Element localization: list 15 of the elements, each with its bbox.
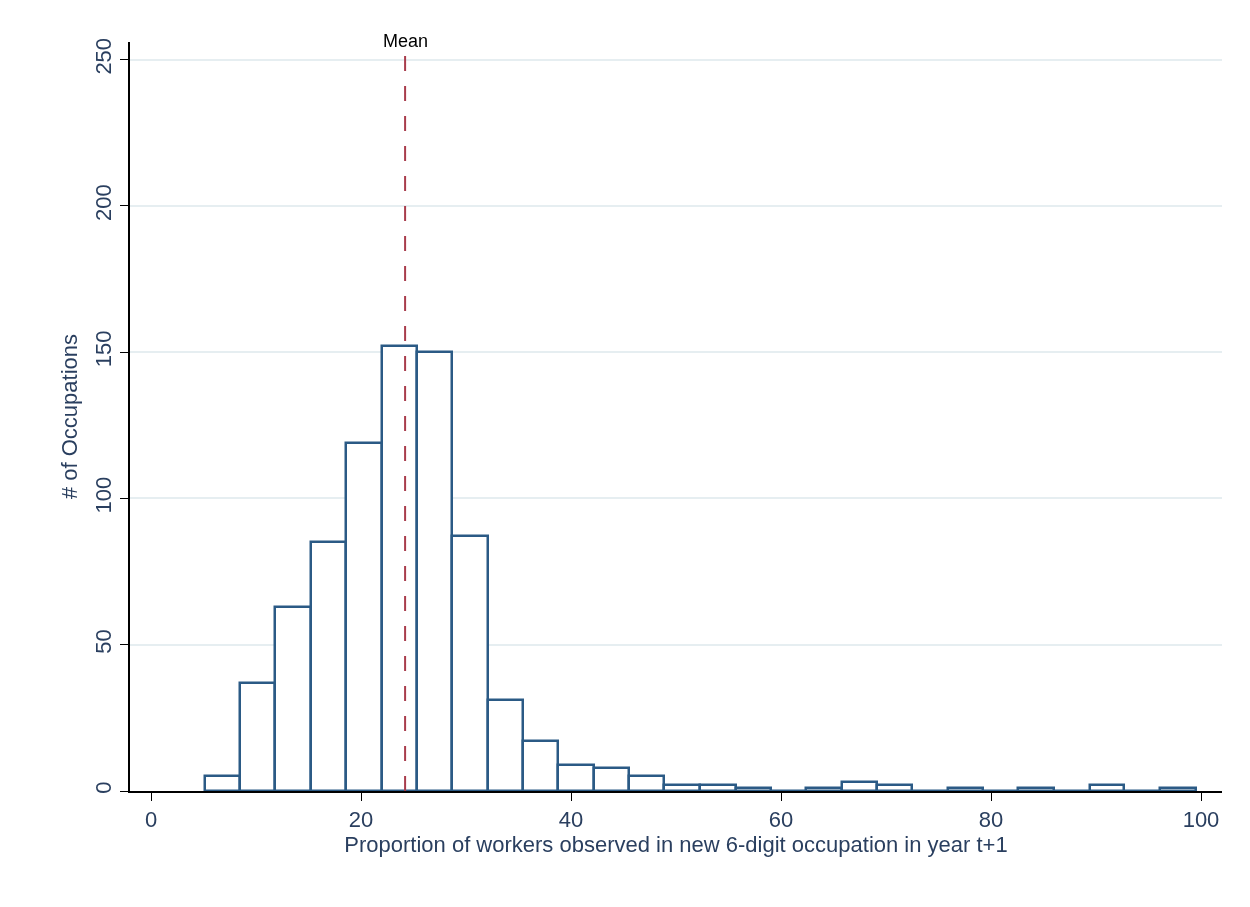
y-tick-label: 0 [91,781,117,794]
y-tick-label: 100 [91,476,117,514]
x-tick-label: 80 [978,807,1004,833]
x-tick-label: 20 [348,807,374,833]
x-tick-label: 40 [558,807,584,833]
y-axis-title: # of Occupations [56,333,82,500]
ref-line-label: Mean [383,31,429,51]
y-tick-label: 50 [91,629,117,654]
x-tick-label: 100 [1182,807,1220,833]
y-tick-label: 150 [91,330,117,368]
y-tick-label: 250 [91,37,117,75]
x-tick-label: 0 [144,807,158,833]
x-tick-label: 60 [768,807,794,833]
x-axis-title: Proportion of workers observed in new 6-digit occupation in year t+1 [344,832,1008,858]
y-tick-label: 200 [91,184,117,221]
